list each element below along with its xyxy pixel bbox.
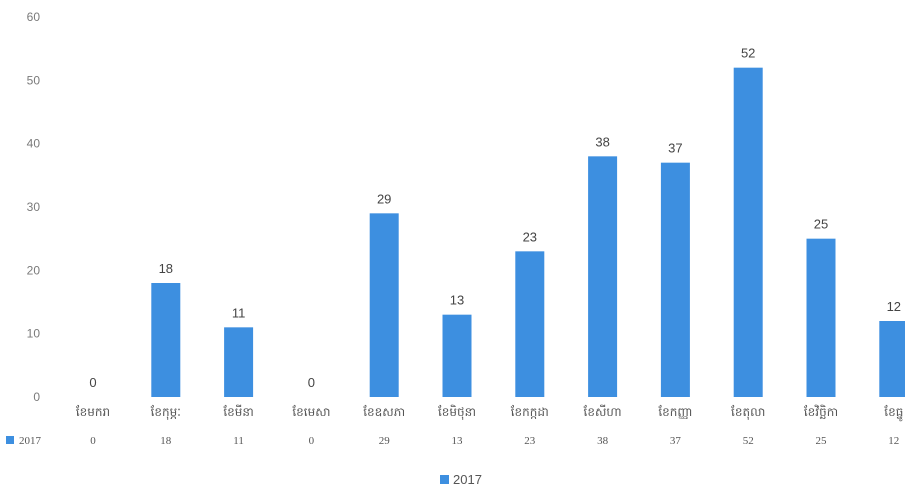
data-label: 12	[887, 299, 901, 314]
bar	[806, 238, 836, 397]
bar	[588, 156, 618, 397]
category-label: ខែមីនា	[223, 404, 253, 419]
bars	[151, 67, 905, 398]
bar	[660, 162, 690, 397]
category-label: ខែមករា	[76, 404, 110, 419]
category-label: ខែសីហា	[584, 404, 622, 419]
category-label: ខែតុលា	[731, 404, 765, 420]
category-label: ខែកញ្ញា	[658, 404, 692, 419]
data-label: 25	[814, 217, 828, 232]
y-tick-label: 50	[27, 73, 41, 87]
table-series-name: 2017	[19, 435, 42, 447]
data-label: 29	[377, 191, 391, 206]
data-label: 0	[89, 375, 96, 390]
bar	[442, 314, 472, 397]
y-tick-label: 40	[27, 137, 41, 151]
data-label: 18	[159, 261, 173, 276]
data-table-value: 52	[743, 435, 754, 447]
table-legend-key	[6, 436, 14, 444]
data-table-value: 12	[888, 435, 899, 447]
data-label: 13	[450, 293, 464, 308]
y-tick-label: 30	[27, 200, 41, 214]
data-table-value: 11	[233, 435, 244, 447]
data-table-value: 13	[452, 435, 464, 447]
legend: 2017	[440, 472, 482, 487]
data-label: 11	[232, 305, 246, 320]
data-label: 52	[741, 46, 755, 61]
y-tick-label: 60	[27, 10, 41, 24]
legend-key	[440, 475, 449, 484]
y-tick-label: 10	[27, 327, 41, 341]
legend-label: 2017	[453, 472, 482, 487]
category-label: ខែធ្នូ	[884, 404, 903, 422]
category-label: ខែកក្កដា	[511, 404, 549, 419]
data-table-value: 23	[524, 435, 536, 447]
data-label: 0	[308, 375, 315, 390]
data-table-value: 0	[90, 435, 96, 447]
data-table-value: 25	[816, 435, 828, 447]
data-label: 23	[523, 229, 537, 244]
data-label: 38	[595, 134, 609, 149]
data-table: 0 18 11 0 29 13 23 38 37 52 25 12 2017	[6, 435, 899, 447]
category-label: ខែឧសភា	[363, 404, 405, 419]
data-table-value: 0	[309, 435, 315, 447]
category-label: ខែកុម្ភៈ	[151, 404, 181, 420]
data-table-value: 37	[670, 435, 682, 447]
bar	[733, 67, 763, 398]
data-table-value: 29	[379, 435, 391, 447]
bar	[369, 213, 399, 397]
data-labels: 0 18 11 0 29 13 23 38 37 52 25 12	[89, 46, 901, 390]
bar	[224, 327, 254, 397]
category-label: ខែវិច្ឆិកា	[804, 404, 838, 419]
y-axis: 0 10 20 30 40 50 60	[27, 10, 41, 404]
y-tick-label: 20	[27, 263, 41, 277]
data-table-value: 18	[160, 435, 172, 447]
category-axis: ខែមករា ខែកុម្ភៈ ខែមីនា ខែមេសា ខែឧសភា ខែមិថុនា…	[76, 404, 903, 422]
bar	[515, 251, 545, 397]
data-label: 37	[668, 141, 682, 156]
bar	[879, 321, 905, 397]
data-table-value: 38	[597, 435, 609, 447]
bar	[151, 283, 181, 397]
category-label: ខែមិថុនា	[438, 404, 476, 420]
category-label: ខែមេសា	[292, 404, 330, 419]
y-tick-label: 0	[33, 390, 40, 404]
